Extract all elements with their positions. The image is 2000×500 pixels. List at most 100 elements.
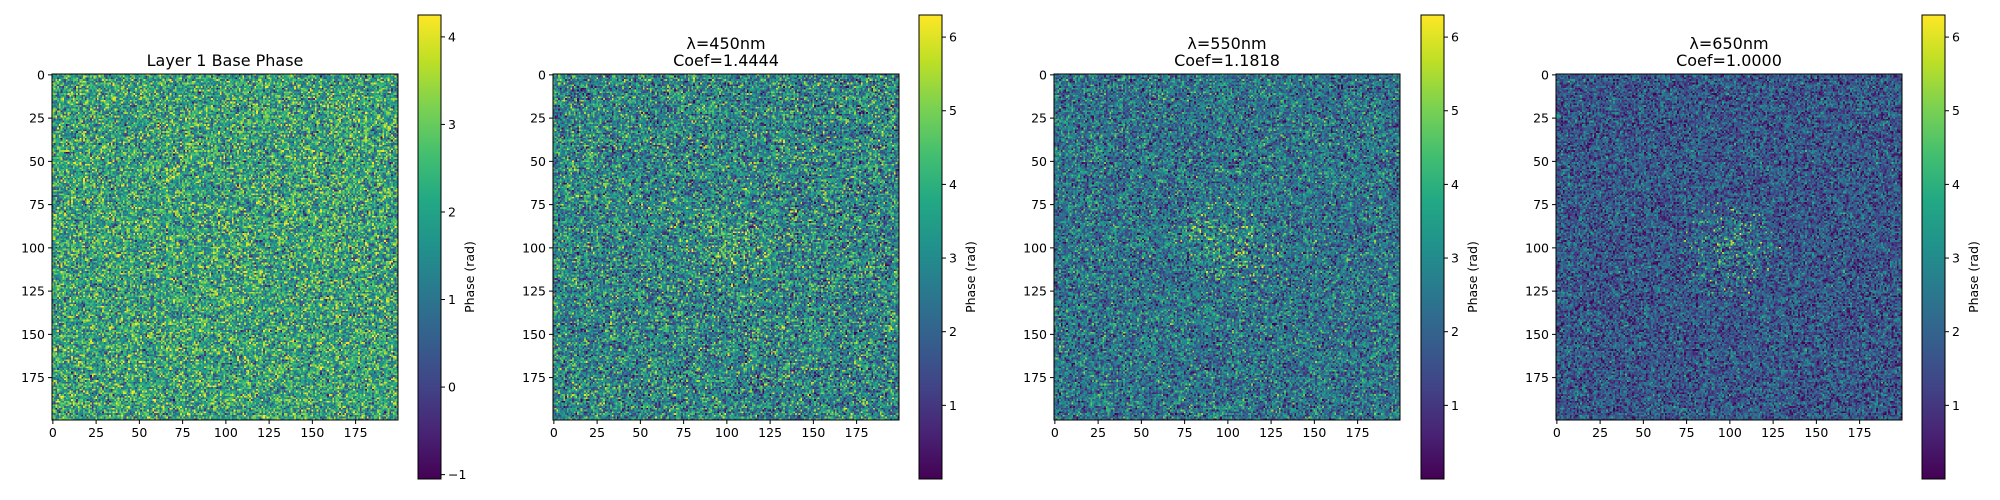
panel-3-xtick-label: 50 — [1133, 425, 1149, 440]
panel-1-title-line-1: Layer 1 Base Phase — [147, 51, 304, 70]
panel-4-colorbar — [1921, 14, 1946, 480]
panel-2-xtick-label: 75 — [676, 425, 692, 440]
panel-3-colorbar — [1420, 14, 1445, 480]
panel-2-ytick-label: 125 — [522, 284, 546, 299]
panel-4-title-line-2: Coef=1.0000 — [1676, 51, 1782, 70]
panel-3-title-line-2: Coef=1.1818 — [1174, 51, 1280, 70]
panel-4-xtick-label: 100 — [1718, 425, 1742, 440]
panel-4-ytick-label: 175 — [1525, 370, 1549, 385]
panel-1-ytick-label: 50 — [29, 154, 45, 169]
panel-4-xtick-label: 75 — [1679, 425, 1695, 440]
panel-2-xtick-label: 100 — [715, 425, 739, 440]
panel-1-xtick-label: 50 — [131, 425, 147, 440]
panel-2-ytick-label: 150 — [522, 327, 546, 342]
panel-1-xtick-label: 175 — [344, 425, 368, 440]
panel-1-xtick-label: 100 — [214, 425, 238, 440]
panel-4-ytick-label: 125 — [1525, 284, 1549, 299]
panel-3-ytick-label: 100 — [1023, 240, 1047, 255]
panel-4-heatmap — [1556, 74, 1902, 420]
panel-1-ytick-label: 100 — [21, 240, 45, 255]
panel-3-title-line-1: λ=550nm — [1187, 34, 1266, 53]
panel-4-colorbar-tick-label: 3 — [1952, 251, 1960, 266]
panel-2-heatmap — [553, 74, 899, 420]
panel-3-ytick-label: 150 — [1023, 327, 1047, 342]
panel-1-colorbar-label: Phase (rad) — [462, 241, 477, 313]
panel-2-xtick-label: 50 — [632, 425, 648, 440]
panel-2-ytick-label: 175 — [522, 370, 546, 385]
panel-3-colorbar-tick-label: 3 — [1451, 251, 1459, 266]
panel-2-colorbar-tick-label: 3 — [949, 251, 957, 266]
panel-1-xtick-label: 0 — [49, 425, 57, 440]
panel-3-heatmap — [1054, 74, 1400, 420]
panel-2-title-line-1: λ=450nm — [686, 34, 765, 53]
panel-1-colorbar-tick-label: −1 — [448, 467, 466, 482]
panel-2-xtick-label: 175 — [845, 425, 869, 440]
panel-3-axes-frame — [1053, 73, 1401, 421]
panel-1-ytick-label: 0 — [37, 67, 45, 82]
panel-1-colorbar-tick-label: 4 — [448, 29, 456, 44]
panel-4-colorbar-tick-label: 5 — [1952, 103, 1960, 118]
panel-1-ytick-label: 125 — [21, 284, 45, 299]
panel-2-xtick-label: 125 — [758, 425, 782, 440]
panel-4-title-line-1: λ=650nm — [1689, 34, 1768, 53]
panel-2-ytick-label: 25 — [530, 111, 546, 126]
panel-4-ytick-label: 150 — [1525, 327, 1549, 342]
panel-3-xtick-label: 100 — [1216, 425, 1240, 440]
panel-1-colorbar-tick-label: 2 — [448, 204, 456, 219]
panel-4-xtick-label: 50 — [1635, 425, 1651, 440]
panel-2-xtick-label: 25 — [589, 425, 605, 440]
panel-2-xtick-label: 0 — [550, 425, 558, 440]
panel-3-xtick-label: 0 — [1051, 425, 1059, 440]
panel-2-colorbar-tick-label: 5 — [949, 103, 957, 118]
panel-4-ytick-label: 0 — [1541, 67, 1549, 82]
panel-2-colorbar-tick-label: 1 — [949, 398, 957, 413]
panel-1-colorbar-tick-label: 1 — [448, 292, 456, 307]
panel-3-colorbar-tick-label: 4 — [1451, 177, 1459, 192]
panel-4-axes-frame — [1555, 73, 1903, 421]
panel-1-colorbar — [417, 14, 442, 480]
panel-4-colorbar-tick-label: 1 — [1952, 398, 1960, 413]
panel-4-colorbar-tick-label: 4 — [1952, 177, 1960, 192]
panel-2-ytick-label: 75 — [530, 197, 546, 212]
panel-4-xtick-label: 0 — [1553, 425, 1561, 440]
panel-2-ytick-label: 0 — [538, 67, 546, 82]
panel-3-ytick-label: 75 — [1031, 197, 1047, 212]
panel-4-ytick-label: 25 — [1533, 111, 1549, 126]
panel-1-ytick-label: 150 — [21, 327, 45, 342]
panel-3-colorbar-tick-label: 1 — [1451, 398, 1459, 413]
panel-1-ytick-label: 25 — [29, 111, 45, 126]
panel-1-xtick-label: 75 — [175, 425, 191, 440]
panel-3-xtick-label: 25 — [1090, 425, 1106, 440]
panel-3-ytick-label: 50 — [1031, 154, 1047, 169]
panel-1-axes-frame — [51, 73, 399, 421]
panel-2-xtick-label: 150 — [801, 425, 825, 440]
panel-1-xtick-label: 25 — [88, 425, 104, 440]
panel-2-ytick-label: 50 — [530, 154, 546, 169]
panel-1-ytick-label: 75 — [29, 197, 45, 212]
panel-3-ytick-label: 0 — [1039, 67, 1047, 82]
panel-4-colorbar-label: Phase (rad) — [1966, 241, 1981, 313]
panel-2-colorbar-tick-label: 4 — [949, 177, 957, 192]
panel-2-colorbar-label: Phase (rad) — [963, 241, 978, 313]
panel-4-xtick-label: 175 — [1848, 425, 1872, 440]
panel-2-colorbar — [918, 14, 943, 480]
panel-4-ytick-label: 75 — [1533, 197, 1549, 212]
panel-1-colorbar-tick-label: 0 — [448, 380, 456, 395]
panel-2-ytick-label: 100 — [522, 240, 546, 255]
panel-2-axes-frame — [552, 73, 900, 421]
panel-4-xtick-label: 125 — [1761, 425, 1785, 440]
panel-3-colorbar-tick-label: 2 — [1451, 324, 1459, 339]
panel-3-xtick-label: 150 — [1302, 425, 1326, 440]
panel-1-colorbar-tick-label: 3 — [448, 117, 456, 132]
panel-4-ytick-label: 50 — [1533, 154, 1549, 169]
panel-4-ytick-label: 100 — [1525, 240, 1549, 255]
panel-3-xtick-label: 75 — [1177, 425, 1193, 440]
panel-2-colorbar-tick-label: 6 — [949, 30, 957, 45]
panel-4-colorbar-tick-label: 2 — [1952, 324, 1960, 339]
panel-4-xtick-label: 25 — [1592, 425, 1608, 440]
